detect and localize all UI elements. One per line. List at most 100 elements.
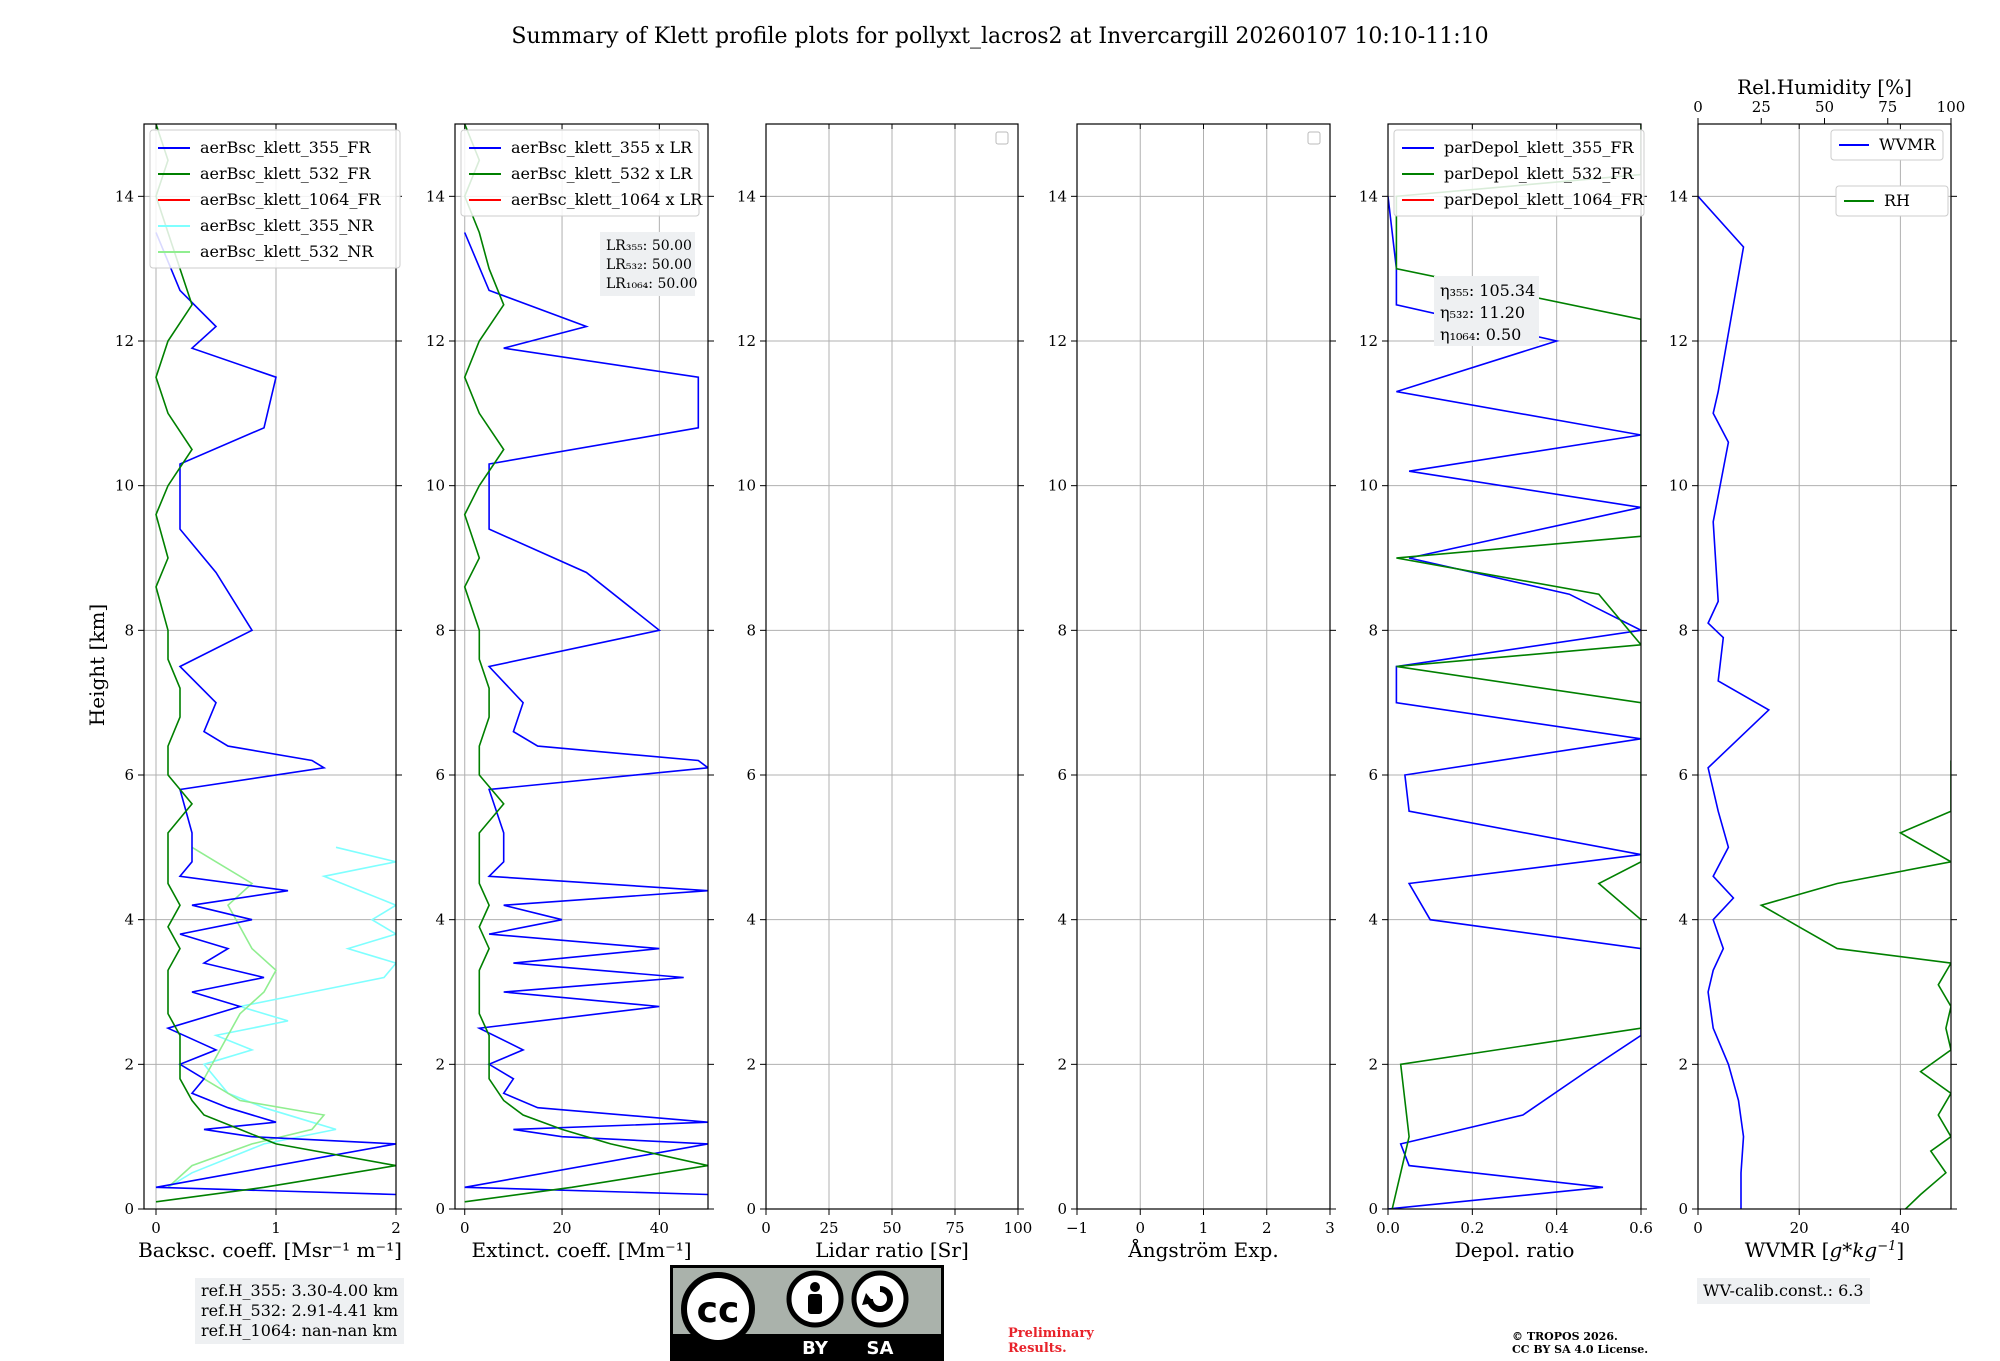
legend-entry: aerBsc_klett_532 x LR — [511, 164, 693, 183]
y-tick-label: 8 — [1368, 621, 1378, 639]
y-tick-label: 12 — [1359, 332, 1378, 350]
y-tick-label: 4 — [1368, 911, 1378, 929]
x-tick-label: 50 — [882, 1219, 901, 1237]
lr-box — [600, 232, 695, 296]
top-x-tick-label: 75 — [1878, 98, 1897, 116]
empty-legend — [995, 131, 1009, 145]
preliminary-note: Preliminary Results. — [1008, 1326, 1094, 1356]
panel-wvmr_rh: 0 20 40 0 2 4 6 8 10 12 14 WVMR [g*kg−1] 0 25 50 75 100 R… — [1669, 75, 1965, 1262]
y-tick-label: 6 — [124, 766, 134, 784]
empty-legend — [1307, 131, 1321, 145]
series-group — [155, 124, 396, 1203]
x-tick-label: 20 — [1790, 1219, 1809, 1237]
y-tick-label: 8 — [435, 621, 445, 639]
x-tick-label: 0.0 — [1376, 1219, 1400, 1237]
legend-entry: parDepol_klett_355_FR — [1444, 138, 1635, 157]
ref-height-532: ref.H_532: 2.91-4.41 km — [201, 1301, 399, 1320]
x-tick-label: 75 — [945, 1219, 964, 1237]
legend-entry: aerBsc_klett_355_NR — [200, 216, 374, 235]
panels: 0 1 2 0 2 4 6 8 10 12 14 Backsc. coeff. [Msr⁻¹ m⁻¹]… — [115, 75, 1965, 1262]
series-aerBsc_klett_532 x LR — [463, 124, 708, 1203]
y-tick-label: 0 — [1678, 1200, 1688, 1218]
y-tick-label: 14 — [1359, 187, 1378, 205]
x-tick-label: −1 — [1066, 1219, 1088, 1237]
legend-box — [149, 129, 401, 269]
y-tick-label: 8 — [746, 621, 756, 639]
y-tick-label: 6 — [746, 766, 756, 784]
y-tick-label: 8 — [1678, 621, 1688, 639]
panel-extinction: 0 20 40 0 2 4 6 8 10 12 14 Extinct. coeff. [Mm⁻¹] ae… — [426, 123, 714, 1262]
y-tick-label: 12 — [737, 332, 756, 350]
y-tick-label: 6 — [1368, 766, 1378, 784]
x-tick-label: 0 — [151, 1219, 161, 1237]
panel-lidar_ratio: 0 25 50 75 100 0 2 4 6 8 10 12 14 Lidar ratio [Sr] — [737, 123, 1033, 1262]
y-tick-label: 4 — [746, 911, 756, 929]
x-axis-label: Ångström Exp. — [1127, 1237, 1278, 1262]
y-tick-label: 6 — [1678, 766, 1688, 784]
series-group — [1388, 124, 1641, 1209]
x-tick-label: 40 — [650, 1219, 669, 1237]
series-aerBsc_klett_532_NR — [167, 846, 326, 1188]
y-tick-label: 0 — [435, 1200, 445, 1218]
x-axis-label: Backsc. coeff. [Msr⁻¹ m⁻¹] — [138, 1238, 402, 1262]
y-tick-label: 12 — [426, 332, 445, 350]
copyright-line-1: © TROPOS 2026. — [1512, 1330, 1618, 1343]
x-tick-label: 40 — [1891, 1219, 1910, 1237]
y-tick-label: 0 — [1368, 1200, 1378, 1218]
y-tick-label: 4 — [124, 911, 134, 929]
series-parDepol_klett_532_FR — [1391, 124, 1641, 1209]
cc-by-sa-badge[interactable]: cc BY SA — [670, 1265, 944, 1361]
y-tick-label: 14 — [1048, 187, 1067, 205]
y-tick-label: 14 — [426, 187, 445, 205]
x-tick-label: 3 — [1325, 1219, 1335, 1237]
y-tick-label: 14 — [737, 187, 756, 205]
x-tick-label: 20 — [552, 1219, 571, 1237]
y-tick-label: 6 — [1057, 766, 1067, 784]
cc-by-label: BY — [802, 1338, 829, 1359]
legend-entry: aerBsc_klett_355 x LR — [511, 138, 693, 157]
wv-calib-text: WV-calib.const.: 6.3 — [1703, 1281, 1864, 1300]
legend-entry: parDepol_klett_532_FR — [1444, 164, 1635, 183]
figure-title: Summary of Klett profile plots for polly… — [511, 24, 1488, 49]
axes-frame — [143, 123, 397, 1210]
legend-box — [1830, 129, 1944, 161]
y-tick-label: 10 — [1359, 477, 1378, 495]
x-tick-label: 0.6 — [1629, 1219, 1653, 1237]
y-tick-label: 8 — [1057, 621, 1067, 639]
eta-value: η₁₀₆₄: 0.50 — [1440, 325, 1521, 344]
series-aerBsc_klett_355_NR — [167, 846, 396, 1188]
axes-frame — [454, 123, 709, 1210]
copyright-line-2: CC BY SA 4.0 License. — [1512, 1343, 1649, 1356]
y-tick-label: 0 — [124, 1200, 134, 1218]
legend-entry: RH — [1884, 191, 1910, 210]
x-axis-label: WVMR [g*kg−1] — [1745, 1238, 1904, 1262]
legend-box — [460, 129, 700, 217]
y-tick-label: 2 — [124, 1055, 134, 1073]
top-x-axis-label: Rel.Humidity [%] — [1737, 75, 1912, 99]
legend-box — [1393, 129, 1645, 217]
y-tick-label: 2 — [435, 1055, 445, 1073]
x-tick-label: 25 — [819, 1219, 838, 1237]
x-axis-label: Lidar ratio [Sr] — [815, 1238, 969, 1262]
cc-icon — [681, 1272, 755, 1346]
series-aerBsc_klett_532_FR — [155, 124, 396, 1203]
legend-entry: aerBsc_klett_532_NR — [200, 242, 374, 261]
y-tick-label: 2 — [1057, 1055, 1067, 1073]
y-tick-label: 4 — [1678, 911, 1688, 929]
y-tick-label: 10 — [737, 477, 756, 495]
x-tick-label: 0.2 — [1460, 1219, 1484, 1237]
ref-height-1064: ref.H_1064: nan-nan km — [201, 1321, 398, 1340]
legend-entry: aerBsc_klett_1064_FR — [200, 190, 382, 209]
copyright-note: © TROPOS 2026. CC BY SA 4.0 License. — [1512, 1330, 1648, 1356]
series-aerBsc_klett_355 x LR — [463, 232, 708, 1196]
lr-value: LR₅₃₂: 50.00 — [606, 257, 692, 273]
series-RH — [1759, 760, 1951, 1209]
series-aerBsc_klett_355_FR — [155, 232, 396, 1196]
eta-value: η₃₅₅: 105.34 — [1440, 281, 1535, 300]
svg-text:cc: cc — [697, 1290, 740, 1331]
series-group — [1698, 195, 1951, 1209]
x-tick-label: 100 — [1004, 1219, 1033, 1237]
y-tick-label: 0 — [746, 1200, 756, 1218]
preliminary-line-1: Preliminary — [1008, 1326, 1094, 1341]
